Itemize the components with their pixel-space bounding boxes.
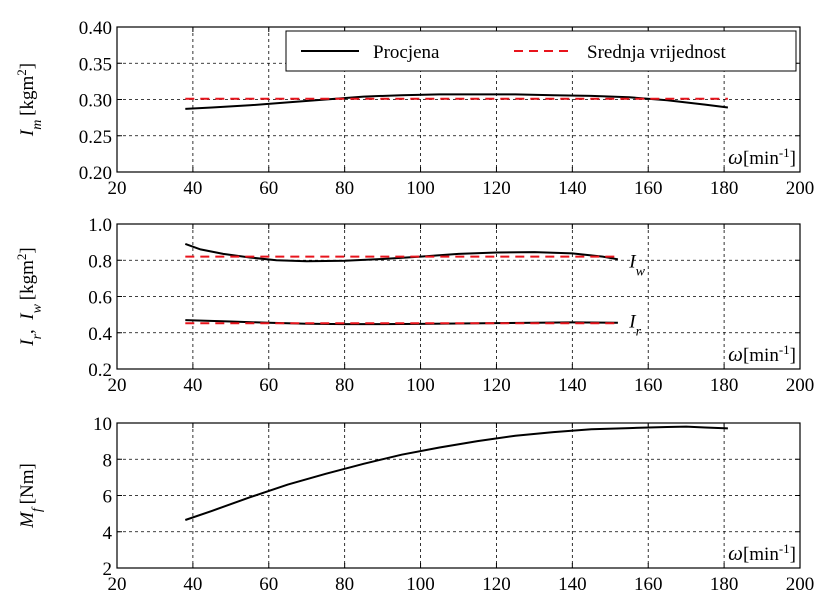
x-tick-label: 200 (786, 178, 815, 199)
x-tick-label: 80 (335, 178, 354, 199)
x-tick-label: 140 (558, 178, 587, 199)
x-tick-label: 120 (482, 574, 511, 592)
x-axis-label: ω[min-1] (728, 145, 796, 170)
x-tick-label: 100 (406, 178, 435, 199)
panel-2: 20 40 60 80 100 120 140 160 180 200 0.2 0.4 0.6 0.8 1.… (14, 215, 815, 396)
x-tick-label: 200 (786, 574, 815, 592)
y-tick-label: 4 (103, 523, 113, 544)
panel-3: 20 40 60 80 100 120 140 160 180 200 2 4 6 8 10 ω[min-1]… (17, 414, 814, 592)
x-tick-label: 120 (482, 375, 511, 396)
x-axis-label: ω[min-1] (728, 342, 796, 367)
x-tick-label: 40 (183, 375, 202, 396)
x-tick-label: 20 (108, 574, 127, 592)
x-tick-label: 140 (558, 375, 587, 396)
x-tick-label: 40 (183, 574, 202, 592)
y-tick-label: 10 (93, 414, 112, 435)
y-tick-label: 0.20 (79, 163, 112, 184)
y-tick-label: 0.4 (88, 324, 112, 345)
x-tick-label: 100 (406, 574, 435, 592)
x-tick-label: 180 (710, 574, 739, 592)
y-axis-label: Mf [Nm] (17, 463, 45, 529)
x-tick-label: 160 (634, 375, 663, 396)
x-tick-label: 160 (634, 178, 663, 199)
panel-1: 20 40 60 80 100 120 140 160 180 200 0.20 0.25 0.30 0.… (14, 18, 815, 199)
x-axis-label: ω[min-1] (728, 541, 796, 566)
x-tick-label: 80 (335, 375, 354, 396)
y-tick-label: 6 (103, 487, 113, 508)
x-tick-label: 120 (482, 178, 511, 199)
y-tick-label: 8 (103, 450, 113, 471)
estimate-line (184, 425, 728, 521)
y-axis-label: Ir, Iw [kgm2] (14, 247, 45, 346)
x-tick-label: 60 (259, 375, 278, 396)
x-tick-label: 140 (558, 574, 587, 592)
x-tick-label: 180 (710, 178, 739, 199)
y-axis-label: Im [kgm2] (14, 63, 45, 137)
legend-box (285, 30, 797, 72)
x-tick-label: 100 (406, 375, 435, 396)
y-tick-label: 2 (103, 559, 113, 580)
y-tick-label: 0.6 (88, 288, 112, 309)
x-tick-label: 20 (108, 375, 127, 396)
y-tick-label: 0.35 (79, 54, 112, 75)
estimate-line (184, 242, 619, 263)
x-tick-label: 40 (183, 178, 202, 199)
y-tick-label: 1.0 (88, 215, 112, 236)
x-tick-label: 20 (108, 178, 127, 199)
y-tick-label: 0.2 (88, 360, 112, 381)
curve-annotation: Ir (628, 311, 641, 339)
x-tick-label: 60 (259, 178, 278, 199)
x-tick-label: 200 (786, 375, 815, 396)
y-tick-label: 0.25 (79, 127, 112, 148)
x-tick-label: 80 (335, 574, 354, 592)
x-tick-label: 60 (259, 574, 278, 592)
y-tick-label: 0.8 (88, 251, 112, 272)
legend: Procjena Srednja vrijednost (285, 30, 797, 72)
legend-label-mean: Srednja vrijednost (587, 42, 727, 63)
y-tick-label: 0.30 (79, 91, 112, 112)
x-tick-label: 160 (634, 574, 663, 592)
x-tick-label: 180 (710, 375, 739, 396)
curve-annotation: Iw (628, 252, 645, 280)
y-tick-label: 0.40 (79, 18, 112, 39)
estimate-line (185, 93, 729, 110)
legend-label-estimate: Procjena (373, 42, 440, 63)
